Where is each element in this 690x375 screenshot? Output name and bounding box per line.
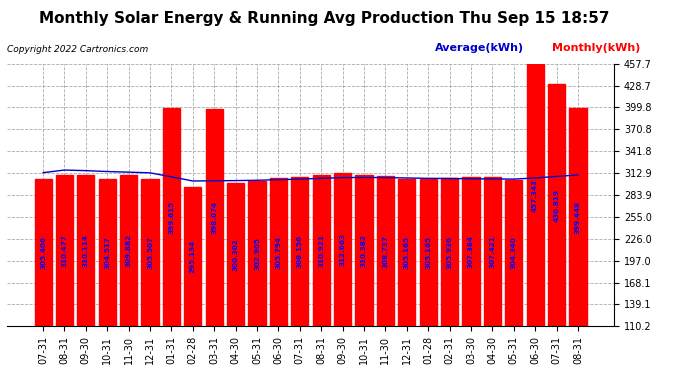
Bar (313, 175, 330, 375)
Bar (484, 177, 501, 375)
Text: 295.134: 295.134 (190, 240, 196, 273)
Text: 308.156: 308.156 (297, 235, 303, 268)
Bar (34, 179, 52, 375)
Text: 309.882: 309.882 (126, 234, 132, 267)
Text: 304.340: 304.340 (511, 237, 517, 269)
Text: 300.302: 300.302 (233, 238, 239, 271)
Text: 302.905: 302.905 (254, 237, 260, 270)
Bar (120, 176, 137, 375)
Text: 430.819: 430.819 (553, 189, 560, 222)
Bar (206, 109, 223, 375)
Text: Average(kWh): Average(kWh) (435, 43, 524, 53)
Text: Monthly Solar Energy & Running Avg Production Thu Sep 15 18:57: Monthly Solar Energy & Running Avg Produ… (39, 11, 609, 26)
Bar (56, 175, 73, 375)
Bar (420, 179, 437, 375)
Bar (334, 173, 351, 375)
Text: 399.615: 399.615 (168, 200, 175, 234)
Bar (270, 178, 287, 375)
Text: 307.421: 307.421 (489, 236, 495, 268)
Bar (505, 180, 522, 375)
Text: 305.507: 305.507 (147, 236, 153, 269)
Text: Monthly(kWh): Monthly(kWh) (552, 43, 640, 53)
Bar (77, 175, 95, 375)
Text: 305.165: 305.165 (404, 236, 410, 269)
Bar (141, 179, 159, 375)
Bar (248, 181, 266, 375)
Bar (163, 108, 180, 375)
Bar (184, 186, 201, 375)
Bar (548, 84, 565, 375)
Bar (398, 179, 415, 375)
Text: 307.384: 307.384 (468, 236, 474, 268)
Text: 310.921: 310.921 (318, 234, 324, 267)
Bar (569, 108, 586, 375)
Text: 305.936: 305.936 (446, 236, 453, 269)
Text: 310.114: 310.114 (83, 234, 89, 267)
Bar (355, 175, 373, 375)
Bar (462, 177, 480, 375)
Text: Copyright 2022 Cartronics.com: Copyright 2022 Cartronics.com (7, 45, 148, 54)
Bar (227, 183, 244, 375)
Text: 304.517: 304.517 (104, 236, 110, 269)
Text: 308.737: 308.737 (382, 235, 388, 268)
Text: 305.165: 305.165 (425, 236, 431, 269)
Text: 310.477: 310.477 (61, 234, 68, 267)
Text: 305.794: 305.794 (275, 236, 282, 269)
Text: 398.074: 398.074 (211, 201, 217, 234)
Bar (526, 64, 544, 375)
Text: 305.406: 305.406 (40, 236, 46, 269)
Bar (291, 177, 308, 375)
Text: 310.382: 310.382 (361, 234, 367, 267)
Bar (99, 180, 116, 375)
Text: 457.343: 457.343 (532, 179, 538, 212)
Text: 399.448: 399.448 (575, 201, 581, 234)
Text: 312.663: 312.663 (339, 233, 346, 266)
Bar (441, 178, 458, 375)
Bar (377, 176, 394, 375)
